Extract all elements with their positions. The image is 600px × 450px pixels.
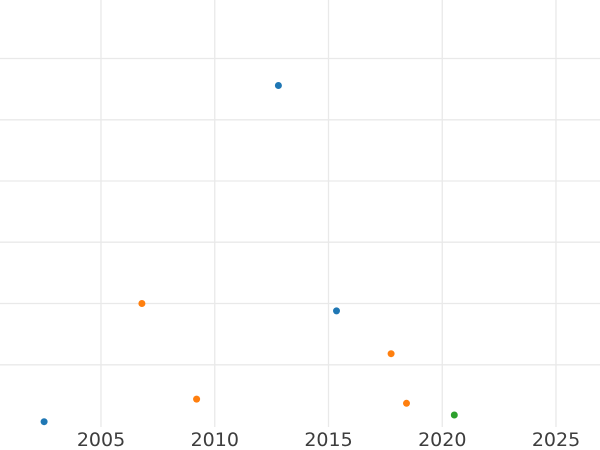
scatter-point-series-green — [450, 411, 458, 419]
x-tick-label: 2010 — [191, 429, 239, 450]
gridlines — [0, 0, 600, 427]
scatter-point-series-orange — [387, 350, 395, 358]
data-points — [40, 82, 458, 426]
x-tick-label: 2015 — [304, 429, 352, 450]
scatter-point-series-blue — [40, 418, 48, 426]
scatter-point-series-orange — [193, 395, 201, 403]
scatter-point-series-orange — [403, 399, 410, 407]
scatter-point-series-blue — [274, 82, 282, 89]
x-tick-label: 2025 — [532, 429, 580, 450]
x-axis-tick-labels: 2005 2010 2015 2020 2025 — [77, 429, 580, 450]
scatter-point-series-blue — [333, 307, 340, 315]
x-tick-label: 2020 — [418, 429, 466, 450]
x-tick-label: 2005 — [77, 429, 125, 450]
scatter-point-series-orange — [138, 300, 146, 307]
